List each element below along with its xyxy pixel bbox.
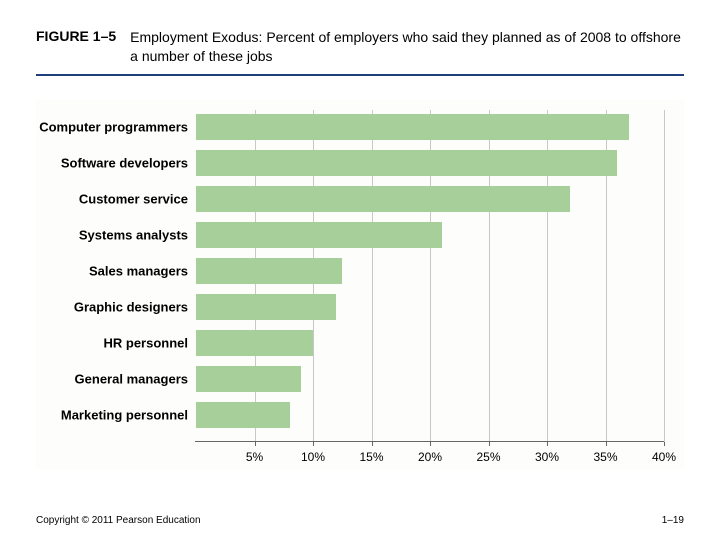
category-label: Marketing personnel [61, 407, 188, 422]
x-tick-label: 25% [476, 450, 500, 464]
bar [196, 402, 290, 428]
bar [196, 330, 313, 356]
x-tick [489, 442, 490, 446]
bar [196, 114, 629, 140]
bar-row: General managers [196, 366, 664, 392]
x-tick-label: 20% [418, 450, 442, 464]
bar-row: Systems analysts [196, 222, 664, 248]
x-tick-label: 30% [535, 450, 559, 464]
category-label: Graphic designers [74, 299, 188, 314]
plot-region: 5%10%15%20%25%30%35%40%Computer programm… [196, 110, 664, 442]
bar [196, 222, 442, 248]
category-label: Systems analysts [79, 227, 188, 242]
figure-header: FIGURE 1–5 Employment Exodus: Percent of… [36, 28, 684, 66]
footer: Copyright © 2011 Pearson Education 1–19 [36, 515, 684, 526]
category-label: General managers [75, 371, 188, 386]
x-axis [195, 441, 664, 442]
figure-label: FIGURE 1–5 [36, 28, 116, 44]
x-tick [547, 442, 548, 446]
category-label: Computer programmers [39, 119, 188, 134]
x-tick-label: 10% [301, 450, 325, 464]
bar [196, 366, 301, 392]
header-rule [36, 74, 684, 76]
x-tick [606, 442, 607, 446]
category-label: Software developers [61, 155, 188, 170]
bar-row: Marketing personnel [196, 402, 664, 428]
x-tick-label: 35% [593, 450, 617, 464]
x-tick [372, 442, 373, 446]
category-label: HR personnel [103, 335, 188, 350]
x-tick-label: 15% [359, 450, 383, 464]
bar-row: Graphic designers [196, 294, 664, 320]
x-tick [313, 442, 314, 446]
chart-area: 5% 10% 15% 20% 25% 30% 35% 40% Computer programm… [36, 100, 684, 470]
bar-row: Computer programmers [196, 114, 664, 140]
x-tick-label: 5% [246, 450, 263, 464]
bar [196, 150, 617, 176]
x-tick [430, 442, 431, 446]
category-label: Customer service [79, 191, 188, 206]
bar-row: HR personnel [196, 330, 664, 356]
copyright-text: Copyright © 2011 Pearson Education [36, 515, 201, 526]
bar-row: Customer service [196, 186, 664, 212]
x-tick [255, 442, 256, 446]
x-tick [664, 442, 665, 446]
page-number: 1–19 [662, 515, 684, 526]
bar-row: Software developers [196, 150, 664, 176]
page: FIGURE 1–5 Employment Exodus: Percent of… [0, 0, 720, 540]
bar [196, 294, 336, 320]
x-tick-label: 40% [652, 450, 676, 464]
category-label: Sales managers [89, 263, 188, 278]
figure-title: Employment Exodus: Percent of employers … [130, 28, 684, 66]
bar [196, 186, 570, 212]
bar-row: Sales managers [196, 258, 664, 284]
bar [196, 258, 342, 284]
gridline [664, 110, 665, 442]
